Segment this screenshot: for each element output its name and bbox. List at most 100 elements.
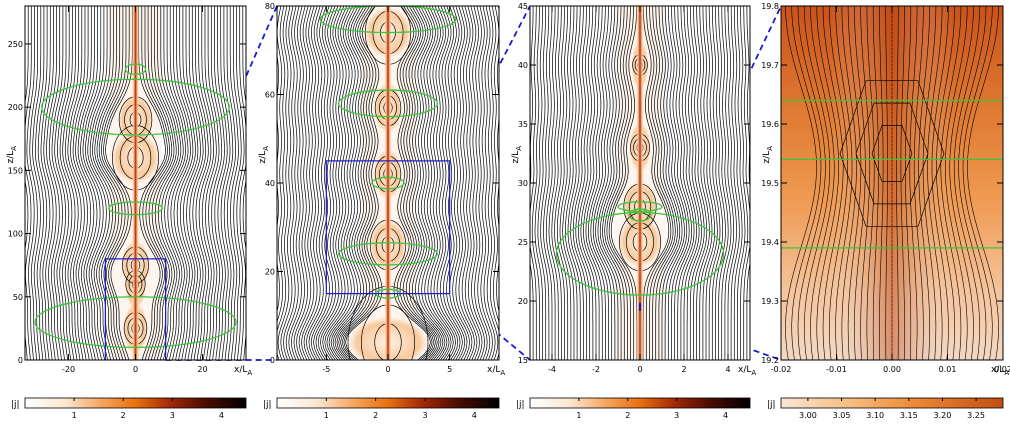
contour-line bbox=[949, 6, 974, 360]
y-axis-label-sub: A bbox=[515, 146, 523, 151]
x-axis-label: x/LA bbox=[487, 365, 505, 377]
field-line bbox=[217, 6, 228, 360]
contour-line bbox=[913, 6, 924, 360]
field-line bbox=[686, 6, 702, 360]
field-line bbox=[580, 6, 597, 360]
zoom-box bbox=[104, 258, 167, 360]
x-axis-label-sub: A bbox=[500, 369, 505, 377]
field-line bbox=[724, 6, 735, 360]
field-line bbox=[595, 6, 616, 360]
field-line bbox=[166, 6, 186, 360]
y-tick-label: 19.7 bbox=[761, 61, 779, 70]
field-line bbox=[727, 6, 737, 360]
field-line bbox=[204, 6, 217, 360]
field-line bbox=[442, 6, 463, 360]
colorbar-tick-label: 3.05 bbox=[833, 411, 851, 420]
field-line bbox=[207, 6, 220, 360]
field-line bbox=[288, 6, 302, 360]
x-tick-label: 0 bbox=[385, 365, 390, 374]
y-tick-label: 30 bbox=[518, 179, 528, 188]
field-line bbox=[548, 6, 559, 360]
field-line bbox=[317, 6, 340, 360]
field-line bbox=[554, 6, 565, 360]
contour-line bbox=[962, 6, 993, 360]
colorbar-label: |j| bbox=[767, 400, 776, 410]
field-line bbox=[64, 6, 80, 360]
x-tick-label: 0.01 bbox=[939, 365, 957, 374]
y-axis-label: z/LA bbox=[6, 146, 18, 164]
field-line bbox=[500, 6, 509, 360]
field-line bbox=[144, 6, 170, 360]
field-line bbox=[40, 6, 51, 360]
field-line bbox=[452, 6, 470, 360]
field-line bbox=[245, 6, 246, 220]
field-line bbox=[277, 6, 280, 314]
field-line bbox=[26, 6, 35, 360]
field-line bbox=[430, 6, 454, 360]
contour-line bbox=[860, 6, 871, 360]
field-line bbox=[599, 6, 622, 360]
field-line bbox=[399, 6, 435, 360]
contour-line bbox=[936, 6, 956, 360]
green-contour bbox=[628, 208, 652, 222]
field-line bbox=[477, 6, 491, 360]
green-contour bbox=[371, 176, 405, 190]
contour-line bbox=[835, 6, 853, 360]
field-line bbox=[92, 6, 114, 360]
green-contour bbox=[338, 242, 438, 266]
contour-line bbox=[931, 6, 949, 360]
x-tick-label: -0.02 bbox=[771, 365, 792, 374]
field-line bbox=[543, 6, 553, 360]
plot-area bbox=[530, 6, 750, 360]
colorbar-tick-label: 3.20 bbox=[934, 411, 952, 420]
field-line bbox=[575, 6, 591, 360]
colorbar: |j| 1 2 3 4 bbox=[516, 397, 751, 420]
zoom-box bbox=[638, 302, 642, 312]
field-line bbox=[214, 6, 225, 360]
field-line bbox=[689, 6, 705, 360]
field-line bbox=[602, 6, 625, 360]
field-line bbox=[46, 6, 57, 360]
colorbar-tick-label: 1 bbox=[72, 411, 77, 420]
x-axis-label-sub: A bbox=[247, 369, 252, 377]
field-line bbox=[291, 6, 305, 360]
field-line bbox=[680, 6, 697, 360]
contour-line bbox=[918, 6, 930, 360]
field-line bbox=[559, 6, 572, 360]
plot-area bbox=[277, 6, 509, 360]
y-tick-label: 19.6 bbox=[761, 120, 779, 129]
field-line bbox=[464, 6, 480, 360]
field-line bbox=[285, 6, 299, 360]
field-line bbox=[229, 6, 239, 360]
field-line bbox=[418, 6, 446, 360]
field-line bbox=[223, 6, 234, 360]
contour-line bbox=[866, 6, 875, 360]
y-axis-label: z/LA bbox=[762, 146, 774, 164]
field-line bbox=[749, 6, 750, 360]
field-line bbox=[188, 6, 204, 360]
field-line bbox=[341, 6, 377, 360]
field-line bbox=[455, 6, 473, 360]
colorbar-tick-label: 1 bbox=[324, 411, 329, 420]
colorbar-tick-label: 4 bbox=[472, 411, 477, 420]
y-tick-label: 0 bbox=[18, 356, 23, 365]
field-line bbox=[396, 6, 433, 360]
green-contour bbox=[41, 78, 230, 136]
contour-line bbox=[927, 6, 943, 360]
x-tick-label: -5 bbox=[322, 365, 330, 374]
x-tick-label: 20 bbox=[197, 365, 207, 374]
contour-line bbox=[896, 6, 899, 360]
field-line bbox=[733, 6, 743, 360]
field-line bbox=[458, 6, 475, 360]
field-line bbox=[98, 6, 124, 360]
field-line bbox=[702, 6, 716, 360]
colorbar-tick-label: 1 bbox=[576, 411, 581, 420]
y-tick-label: 250 bbox=[8, 40, 23, 49]
field-line bbox=[169, 6, 189, 360]
field-line bbox=[658, 6, 681, 360]
field-line bbox=[671, 6, 690, 360]
field-line bbox=[711, 6, 724, 360]
field-line bbox=[667, 6, 688, 360]
field-line bbox=[433, 6, 456, 360]
